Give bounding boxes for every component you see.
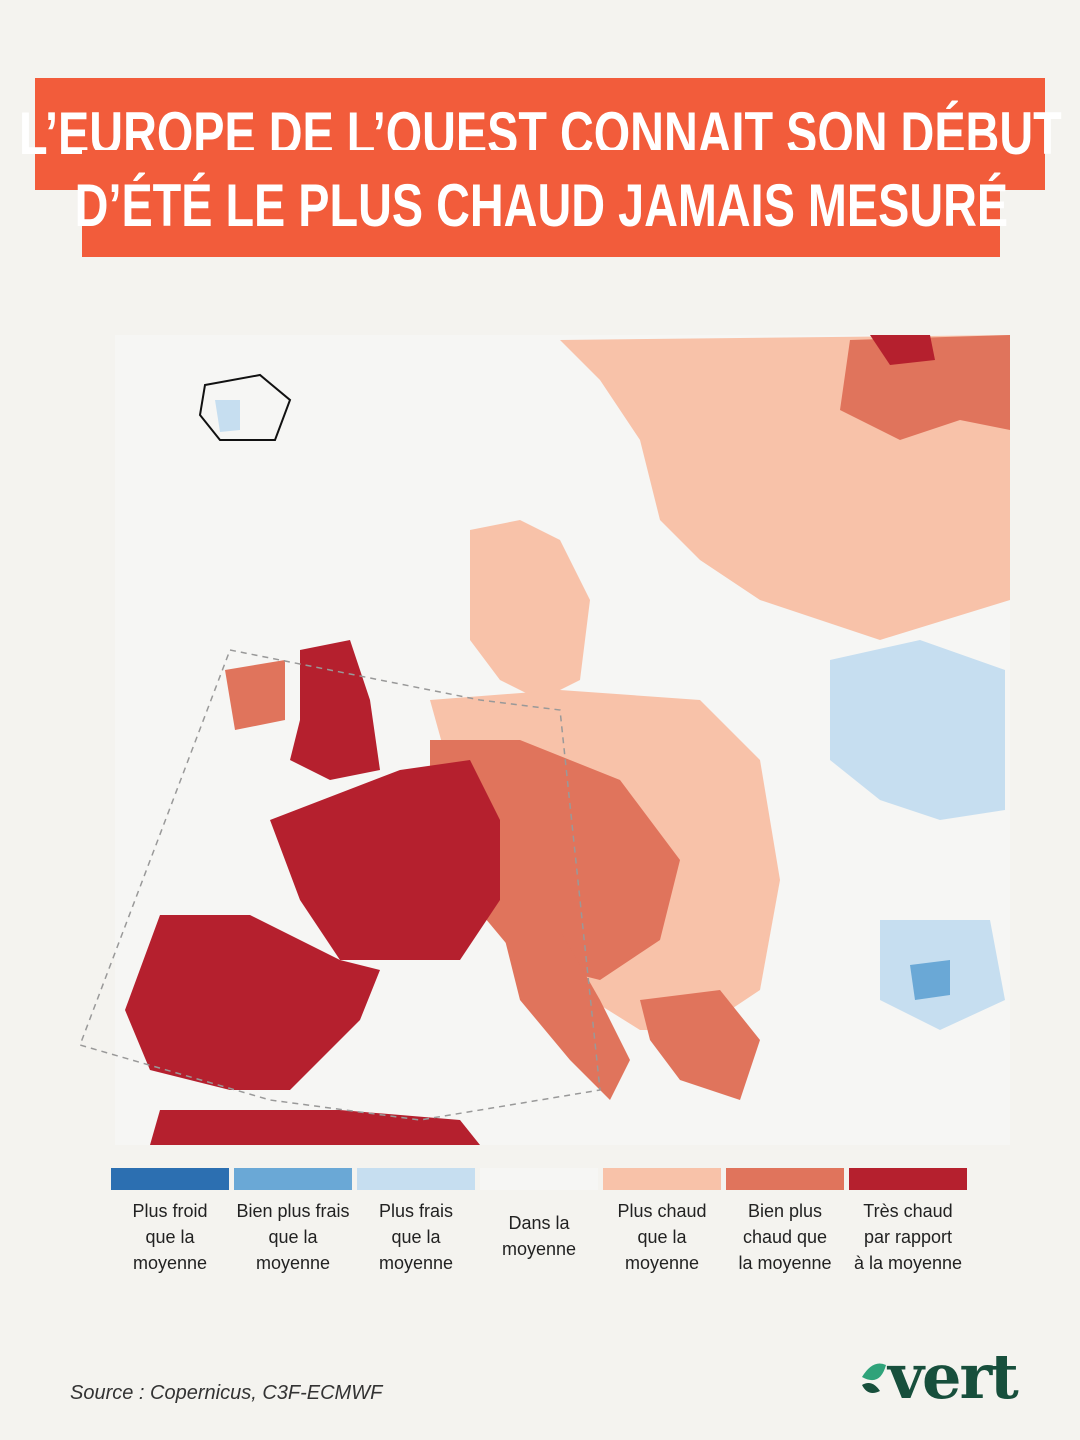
legend-item: Dans la moyenne (477, 1168, 601, 1262)
legend-swatch (849, 1168, 967, 1190)
legend-label-line: moyenne (378, 1253, 454, 1273)
legend-label: Bien plus frais que la moyenne (231, 1198, 355, 1276)
legend-label-line: la moyenne (738, 1253, 832, 1273)
legend-label-line: moyenne (624, 1253, 700, 1273)
region (470, 520, 590, 700)
region (910, 960, 950, 1000)
region (225, 660, 285, 730)
legend-swatch (111, 1168, 229, 1190)
legend-swatch (726, 1168, 844, 1190)
region (830, 640, 1005, 820)
legend-label-line: moyenne (501, 1239, 577, 1259)
region (840, 335, 1010, 440)
legend-item: Très chaud par rapport à la moyenne (846, 1168, 970, 1276)
boundary (79, 649, 601, 1121)
legend-label-line: que la (391, 1227, 441, 1247)
region (125, 915, 380, 1090)
legend-label-line: Bien plus frais (236, 1201, 350, 1221)
region (215, 400, 240, 432)
legend-swatch (357, 1168, 475, 1190)
legend-label-line: Plus frais (378, 1201, 454, 1221)
region (290, 640, 380, 780)
legend-swatch (480, 1168, 598, 1190)
legend-label: Très chaud par rapport à la moyenne (846, 1198, 970, 1276)
region (500, 920, 630, 1100)
legend-item: Bien plus chaud que la moyenne (723, 1168, 847, 1276)
legend-item: Plus froid que la moyenne (108, 1168, 232, 1276)
legend-label-line: que la (637, 1227, 687, 1247)
map (79, 335, 1010, 1145)
legend-label: Plus frais que la moyenne (354, 1198, 478, 1276)
legend-label-line: que la (145, 1227, 195, 1247)
legend-label-line: moyenne (132, 1253, 208, 1273)
legend-label-line: moyenne (255, 1253, 331, 1273)
title-line: D’ÉTÉ LE PLUS CHAUD JAMAIS MESURÉ (74, 171, 1008, 239)
logo: vert (858, 1340, 1019, 1413)
legend-swatch (234, 1168, 352, 1190)
legend-label-line: à la moyenne (853, 1253, 963, 1273)
legend-item: Bien plus frais que la moyenne (231, 1168, 355, 1276)
legend-label-line: Bien plus (747, 1201, 823, 1221)
logo-leaf (862, 1363, 886, 1393)
title-box: D’ÉTÉ LE PLUS CHAUD JAMAIS MESURÉ (74, 150, 1008, 257)
legend-label-line: Plus chaud (617, 1201, 707, 1221)
legend-label: Dans la moyenne (477, 1210, 601, 1262)
legend-label: Plus chaud que la moyenne (600, 1198, 724, 1276)
source: Source : Copernicus, C3F-ECMWF (70, 1382, 383, 1404)
region (640, 990, 760, 1100)
region (430, 740, 680, 980)
legend-label-line: chaud que (742, 1227, 828, 1247)
legend-label: Bien plus chaud que la moyenne (723, 1198, 847, 1276)
legend-swatch (603, 1168, 721, 1190)
region (870, 335, 935, 365)
legend-item: Plus frais que la moyenne (354, 1168, 478, 1276)
region (270, 760, 500, 960)
region (150, 1110, 480, 1145)
legend-item: Plus chaud que la moyenne (600, 1168, 724, 1276)
legend-label: Plus froid que la moyenne (108, 1198, 232, 1276)
legend-label-line: Dans la (508, 1213, 570, 1233)
logo-word: vert (888, 1340, 1019, 1413)
legend-label-line: Très chaud (863, 1201, 953, 1221)
legend-label-line: que la (268, 1227, 318, 1247)
legend-label-line: par rapport (863, 1227, 953, 1247)
legend-label-line: Plus froid (132, 1201, 208, 1221)
